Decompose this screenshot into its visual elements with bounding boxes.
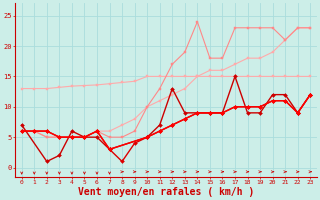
X-axis label: Vent moyen/en rafales ( km/h ): Vent moyen/en rafales ( km/h ) xyxy=(78,187,254,197)
